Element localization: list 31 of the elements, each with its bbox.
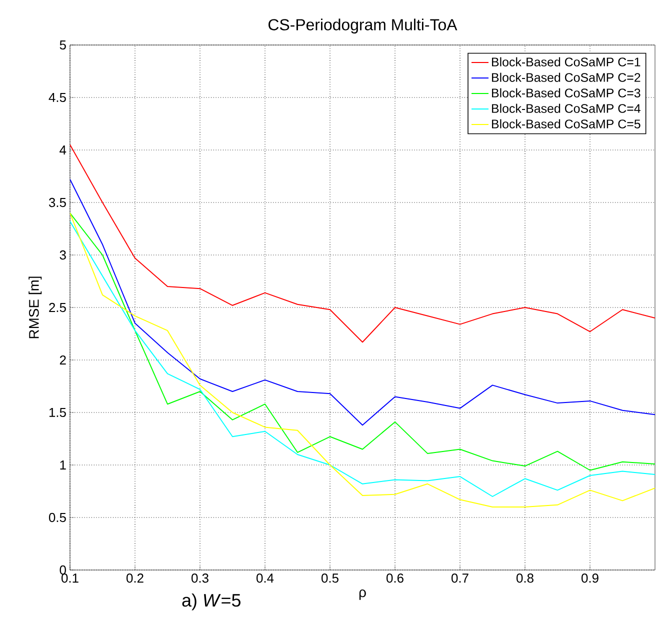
y-tick-label: 4.5 xyxy=(48,92,66,102)
legend-label: Block-Based CoSaMP C=4 xyxy=(492,104,640,113)
line-series xyxy=(70,144,656,343)
y-tick-label: 4 xyxy=(60,146,66,154)
chart-title: CS-Periodogram Multi-ToA xyxy=(268,18,458,34)
x-tick-label: 0.3 xyxy=(192,574,208,583)
y-tick-label: 2 xyxy=(60,355,66,365)
x-tick-label: 0.2 xyxy=(126,574,144,583)
y-tick-label: 3.5 xyxy=(48,198,66,208)
x-tick-label: 0.7 xyxy=(452,574,468,583)
legend-label: Block-Based CoSaMP C=1 xyxy=(492,57,640,66)
legend-label: Block-Based CoSaMP C=2 xyxy=(492,72,640,82)
x-tick-label: 0.6 xyxy=(386,574,404,583)
y-tick-label: 1.5 xyxy=(49,408,66,418)
y-tick-label: 2.5 xyxy=(49,302,66,312)
x-axis-title: ρ xyxy=(359,590,366,600)
legend-label: Block-Based CoSaMP C=5 xyxy=(492,119,640,128)
y-tick-label: 0 xyxy=(60,565,66,575)
x-tick-label: 0.1 xyxy=(62,574,78,583)
line-series xyxy=(70,178,656,426)
x-tick-label: 0.4 xyxy=(256,574,274,583)
text: a) W=5 xyxy=(182,594,240,610)
x-tick-label: 0.5 xyxy=(322,574,338,583)
legend-label: Block-Based CoSaMP C=3 xyxy=(492,88,640,98)
x-tick-label: 0.9 xyxy=(582,574,598,583)
x-tick-label: 0.8 xyxy=(516,574,534,583)
y-tick-label: 1 xyxy=(60,460,66,470)
y-tick-label: 0.5 xyxy=(48,512,66,522)
y-tick-label: 3 xyxy=(60,250,66,260)
y-tick-label: 5 xyxy=(60,40,66,50)
y-axis-title: RMSE [m] xyxy=(28,276,42,338)
